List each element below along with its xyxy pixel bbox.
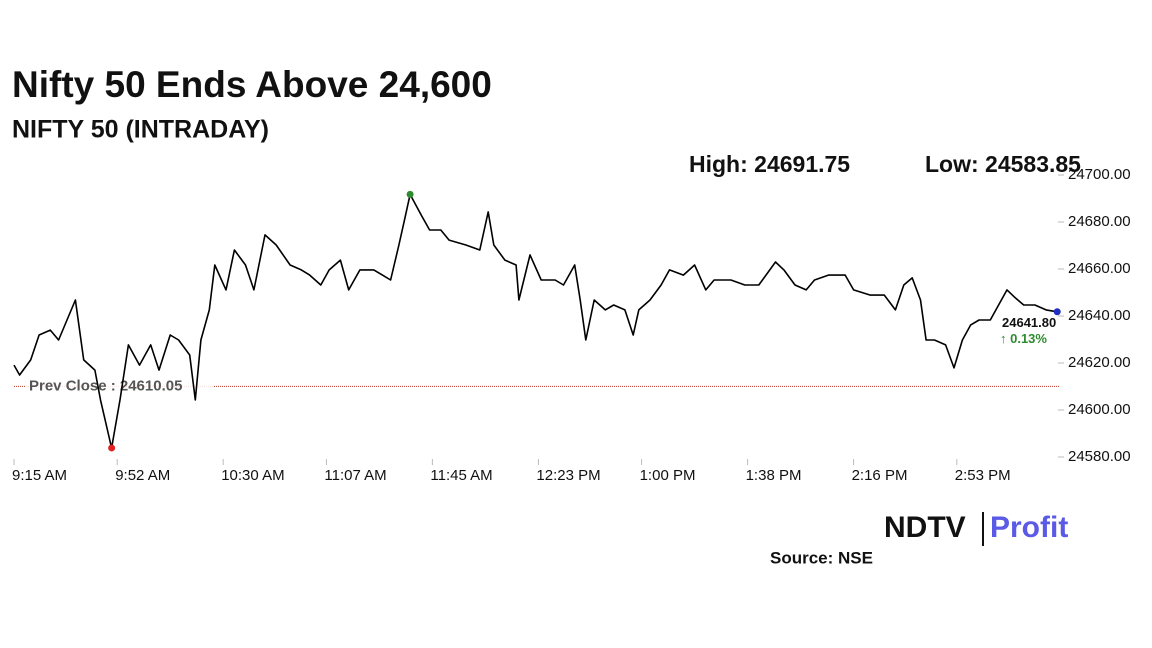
x-tick-label: 2:16 PM [852,467,908,484]
y-tick-label: 24700.00 [1068,166,1131,183]
last-value-label: 24641.80 [1002,315,1056,330]
source: Source: NSE [770,548,873,567]
y-tick-label: 24640.00 [1068,307,1131,324]
x-tick-label: 1:00 PM [640,467,696,484]
y-tick-label: 24580.00 [1068,448,1131,465]
x-tick-label: 9:15 AM [12,467,67,484]
low-dot [108,444,116,452]
price-line [13,193,1058,449]
y-tick-label: 24660.00 [1068,260,1131,277]
x-tick-label: 10:30 AM [221,467,284,484]
logo-right: Profit [990,511,1068,544]
prev-close-bg [26,377,214,394]
y-tick-label: 24620.00 [1068,354,1131,371]
high-label: High: 24691.75 [689,151,850,177]
prev-close-label: Prev Close : 24610.05 [29,377,182,394]
y-tick-label: 24680.00 [1068,213,1131,230]
x-tick-label: 2:53 PM [955,467,1011,484]
x-tick-label: 11:07 AM [324,467,386,484]
chart-title: Nifty 50 Ends Above 24,600 [12,64,492,105]
high-dot [406,190,414,198]
logo-left: NDTV [884,511,966,544]
change-label: ↑ 0.13% [1000,331,1047,346]
x-tick-label: 12:23 PM [536,467,600,484]
y-tick-label: 24600.00 [1068,401,1131,418]
x-tick-label: 9:52 AM [115,467,170,484]
low-label: Low: 24583.85 [925,151,1081,177]
x-tick-label: 1:38 PM [746,467,802,484]
x-tick-label: 11:45 AM [430,467,492,484]
chart-subtitle: NIFTY 50 (INTRADAY) [12,116,269,144]
last-dot [1053,308,1061,316]
